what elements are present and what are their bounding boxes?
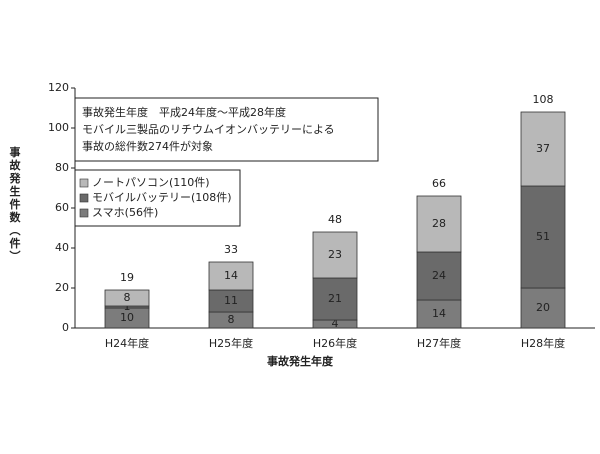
- bar-segment: [208, 261, 254, 291]
- value-label: 24: [432, 269, 446, 282]
- value-label: 23: [328, 248, 342, 261]
- legend-box: [74, 169, 241, 227]
- total-label: 108: [533, 93, 554, 106]
- bar-segment: [520, 111, 566, 187]
- bar-segment: [520, 287, 566, 329]
- y-tick-label: 120: [48, 81, 69, 94]
- value-label: 14: [432, 307, 446, 320]
- legend-label: スマホ(56件): [92, 206, 158, 219]
- legend-swatch: [79, 208, 89, 218]
- x-tick-label: H27年度: [417, 336, 461, 350]
- value-label: 8: [124, 291, 131, 304]
- legend-label: ノートパソコン(110件): [92, 176, 210, 189]
- total-label: 19: [120, 271, 134, 284]
- bar-segment: [520, 185, 566, 289]
- annotation-box: [74, 97, 379, 162]
- x-tick-label: H24年度: [105, 336, 149, 350]
- value-label: 28: [432, 217, 446, 230]
- y-tick-label: 100: [48, 121, 69, 134]
- y-tick-label: 40: [55, 241, 69, 254]
- value-label: 21: [328, 292, 342, 305]
- bar-segment: [416, 251, 462, 301]
- annotation-line: 事故の総件数274件が対象: [82, 139, 213, 153]
- value-label: 1: [124, 300, 131, 313]
- x-tick-label: H28年度: [521, 336, 565, 350]
- bar-segment: [312, 277, 358, 321]
- legend-label: モバイルバッテリー(108件): [92, 191, 232, 204]
- value-label: 14: [224, 269, 238, 282]
- value-label: 4: [332, 317, 339, 330]
- bar-segment: [312, 231, 358, 279]
- y-tick-label: 0: [62, 321, 69, 334]
- value-label: 11: [224, 294, 238, 307]
- value-label: 10: [120, 311, 134, 324]
- value-label: 8: [228, 313, 235, 326]
- y-tick-label: 60: [55, 201, 69, 214]
- bar-segment: [416, 195, 462, 253]
- total-label: 48: [328, 213, 342, 226]
- x-tick-label: H25年度: [209, 336, 253, 350]
- x-axis-title: 事故発生年度: [267, 354, 334, 368]
- value-label: 51: [536, 230, 550, 243]
- value-label: 20: [536, 301, 550, 314]
- bar-segment: [104, 289, 150, 307]
- total-label: 66: [432, 177, 446, 190]
- value-label: 37: [536, 142, 550, 155]
- y-axis-title: 事故発生件数（件）: [8, 145, 22, 263]
- legend-swatch: [79, 193, 89, 203]
- total-label: 33: [224, 243, 238, 256]
- x-tick-label: H26年度: [313, 336, 357, 350]
- annotation-line: 事故発生年度 平成24年度〜平成28年度: [82, 105, 286, 119]
- y-tick-label: 80: [55, 161, 69, 174]
- y-tick-label: 20: [55, 281, 69, 294]
- legend-swatch: [79, 178, 89, 188]
- annotation-line: モバイル三製品のリチウムイオンバッテリーによる: [82, 122, 335, 136]
